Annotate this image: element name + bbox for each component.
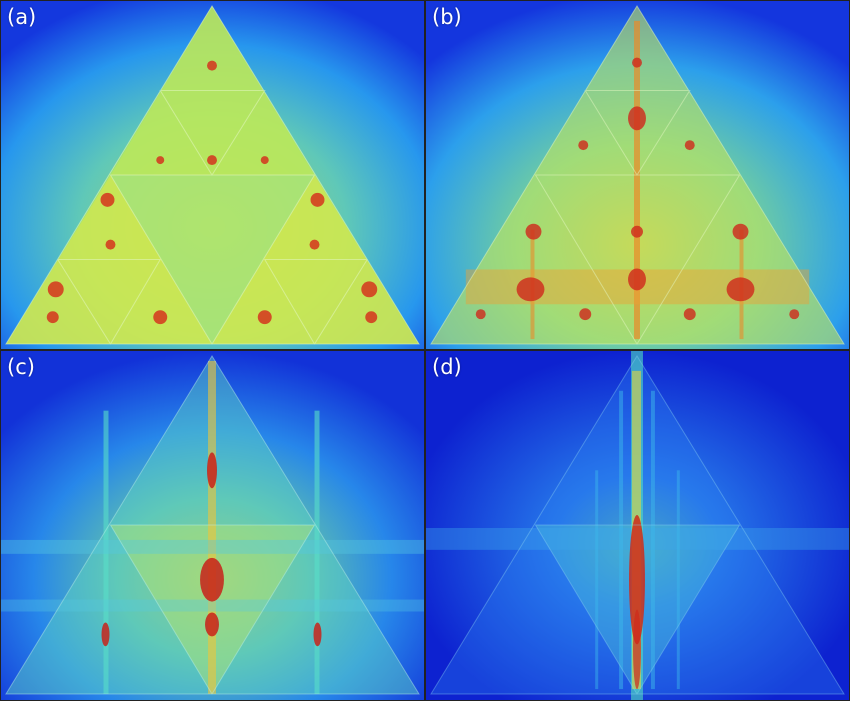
panel-d: (d): [425, 350, 850, 701]
panel-b: (b): [425, 0, 850, 350]
panel-c-label: (c): [7, 355, 35, 379]
panel-c-image: [1, 351, 424, 700]
panel-d-label: (d): [432, 355, 462, 379]
panel-c: (c): [0, 350, 425, 701]
panel-b-image: [426, 1, 849, 349]
panel-a: (a): [0, 0, 425, 350]
panel-d-image: [426, 351, 849, 700]
panel-b-label: (b): [432, 5, 462, 29]
panel-a-image: [1, 1, 424, 349]
panel-a-label: (a): [7, 5, 37, 29]
